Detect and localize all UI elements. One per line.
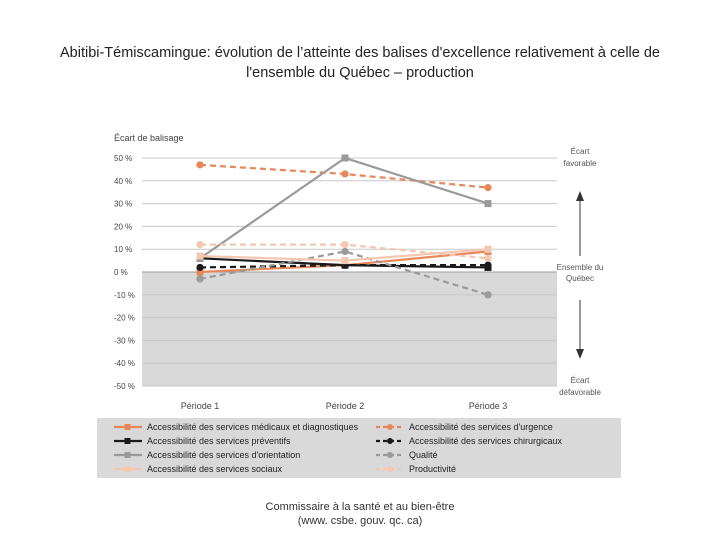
footer-line-1: Commissaire à la santé et au bien-être xyxy=(265,501,455,513)
data-point xyxy=(484,200,492,208)
annotation-favorable-line-2: favorable xyxy=(564,159,597,168)
legend-label: Accessibilité des services sociaux xyxy=(147,464,283,474)
line-chart: 50 % 40 % 30 % 20 % 10 % 0 % -10 % -20 % -30 % -4… xyxy=(97,133,621,478)
legend-marker xyxy=(387,438,393,444)
data-point xyxy=(196,268,204,276)
y-tick-label: 40 % xyxy=(114,177,132,186)
annotation-unfavorable-line-1: Écart xyxy=(571,376,590,385)
up-arrow-icon xyxy=(576,191,584,201)
legend-label: Productivité xyxy=(409,464,456,474)
data-point xyxy=(484,184,492,192)
x-tick-label: Période 3 xyxy=(469,401,508,411)
legend-box xyxy=(97,418,621,478)
down-arrow-icon xyxy=(576,349,584,359)
data-point xyxy=(341,170,349,178)
legend-marker xyxy=(387,452,393,458)
annotation-unfavorable-line-2: défavorable xyxy=(559,388,601,397)
data-point xyxy=(341,154,349,162)
data-point xyxy=(341,241,349,249)
data-point xyxy=(341,257,349,265)
x-tick-label: Période 1 xyxy=(181,401,220,411)
y-axis-label: Écart de balisage xyxy=(114,133,184,143)
data-point xyxy=(484,245,492,253)
data-point xyxy=(484,261,492,269)
y-tick-label: -50 % xyxy=(114,382,135,391)
legend-marker xyxy=(124,424,131,430)
annotation-quebec-line-2: Québec xyxy=(566,274,594,283)
legend-marker xyxy=(387,466,393,472)
legend-marker xyxy=(124,438,131,444)
y-tick-label: 0 % xyxy=(114,268,128,277)
negative-zone-band xyxy=(142,272,557,386)
y-tick-label: -20 % xyxy=(114,314,135,323)
data-point xyxy=(484,291,492,299)
legend-marker xyxy=(124,452,131,458)
annotation-favorable-line-1: Écart xyxy=(571,147,590,156)
footer-line-2: (www. csbe. gouv. qc. ca) xyxy=(297,515,423,527)
legend-label: Accessibilité des services préventifs xyxy=(147,436,291,446)
data-point xyxy=(196,263,204,272)
y-tick-label: -10 % xyxy=(114,291,135,300)
y-tick-label: 20 % xyxy=(114,222,132,231)
y-tick-label: -30 % xyxy=(114,336,135,345)
y-tick-label: 50 % xyxy=(114,154,132,163)
y-tick-label: 30 % xyxy=(114,200,132,209)
series-group xyxy=(196,154,492,299)
legend-label: Accessibilité des services d'orientation xyxy=(147,450,300,460)
y-tick-label: -40 % xyxy=(114,359,135,368)
data-point xyxy=(196,161,204,169)
data-point xyxy=(196,252,204,260)
legend-marker xyxy=(387,424,393,430)
chart-title-line-2: l'ensemble du Québec – production xyxy=(246,65,474,81)
legend-label: Accessibilité des services médicaux et d… xyxy=(147,422,359,432)
data-point xyxy=(196,275,204,283)
data-point xyxy=(196,241,204,249)
chart-title-line-1: Abitibi-Témiscamingue: évolution de l’at… xyxy=(59,45,660,61)
y-tick-label: 10 % xyxy=(114,245,132,254)
legend-label: Accessibilité des services chirurgicaux xyxy=(409,436,563,446)
x-tick-label: Période 2 xyxy=(326,401,365,411)
legend-label: Accessibilité des services d'urgence xyxy=(409,422,553,432)
legend-marker xyxy=(124,466,131,472)
footer: Commissaire à la santé et au bien-être (… xyxy=(0,500,720,528)
data-point xyxy=(484,254,492,262)
data-point xyxy=(341,247,349,256)
legend-label: Qualité xyxy=(409,450,438,460)
annotation-quebec-line-1: Ensemble du xyxy=(557,263,604,272)
